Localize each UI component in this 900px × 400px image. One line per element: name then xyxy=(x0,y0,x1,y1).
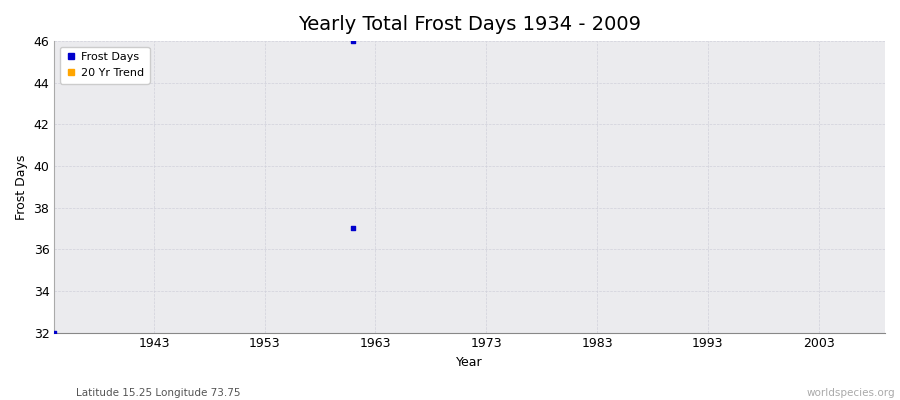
Y-axis label: Frost Days: Frost Days xyxy=(15,154,28,220)
Point xyxy=(346,225,361,232)
Legend: Frost Days, 20 Yr Trend: Frost Days, 20 Yr Trend xyxy=(59,47,149,84)
Point xyxy=(47,329,61,336)
Title: Yearly Total Frost Days 1934 - 2009: Yearly Total Frost Days 1934 - 2009 xyxy=(298,15,641,34)
X-axis label: Year: Year xyxy=(456,356,483,369)
Text: worldspecies.org: worldspecies.org xyxy=(807,388,896,398)
Text: Latitude 15.25 Longitude 73.75: Latitude 15.25 Longitude 73.75 xyxy=(76,388,241,398)
Point xyxy=(346,38,361,44)
